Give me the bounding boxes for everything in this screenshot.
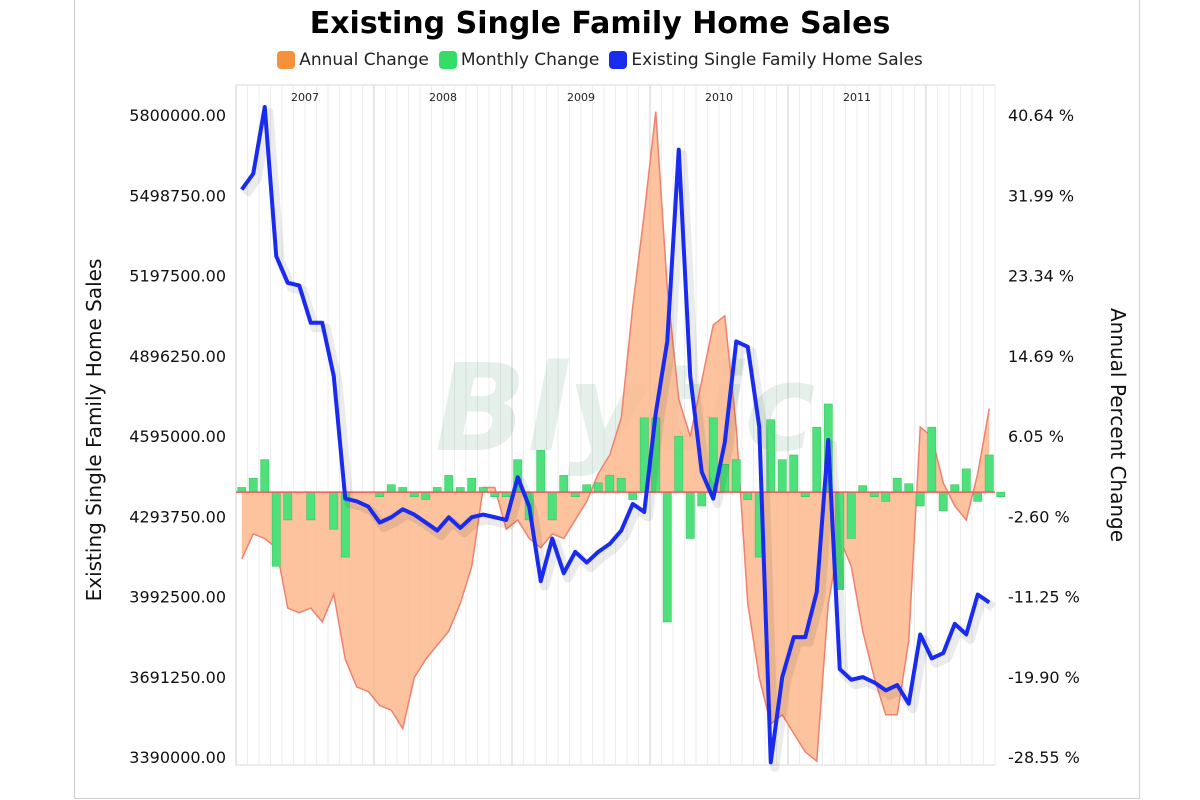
year-label: 2008	[429, 91, 457, 104]
y-axis-right-title: Annual Percent Change	[1106, 308, 1130, 542]
y-right-tick-label: 6.05 %	[1008, 427, 1064, 446]
monthly-change-bar	[881, 491, 891, 502]
monthly-change-bar	[593, 482, 603, 493]
year-label: 2007	[291, 91, 319, 104]
y-right-tick-label: -2.60 %	[1008, 507, 1070, 526]
monthly-change-bar	[329, 491, 339, 530]
y-left-tick-label: 4293750.00	[129, 507, 226, 526]
monthly-change-bar	[697, 491, 707, 507]
year-label: 2011	[843, 91, 871, 104]
monthly-change-bar	[731, 459, 741, 493]
y-left-tick-label: 4896250.00	[129, 347, 226, 366]
y-axis-left-title: Existing Single Family Home Sales	[82, 259, 106, 602]
monthly-change-bar	[421, 491, 431, 500]
monthly-change-bar	[846, 491, 856, 539]
y-left-tick-label: 5800000.00	[129, 106, 226, 125]
monthly-change-bar	[892, 477, 902, 493]
monthly-change-bar	[996, 491, 1006, 497]
legend-swatch-annual-change	[277, 51, 296, 69]
monthly-change-bar	[248, 477, 258, 493]
monthly-change-bar	[467, 477, 477, 493]
y-left-tick-label: 3992500.00	[129, 588, 226, 607]
legend-label-annual-change: Annual Change	[299, 50, 429, 70]
monthly-change-bar	[915, 491, 925, 507]
monthly-change-bar	[605, 475, 615, 493]
monthly-change-bar	[743, 491, 753, 500]
y-left-tick-label: 3390000.00	[129, 748, 226, 767]
year-label: 2009	[567, 91, 595, 104]
chart-title: Existing Single Family Home Sales	[309, 6, 891, 41]
monthly-change-bar	[662, 491, 672, 623]
home-sales-line	[240, 105, 996, 772]
monthly-change-bar	[674, 436, 684, 493]
monthly-change-bar	[559, 475, 569, 493]
y-right-tick-label: -19.90 %	[1008, 668, 1080, 687]
legend-item-annual-change[interactable]: Annual Change	[277, 50, 429, 70]
y-left-tick-label: 4595000.00	[129, 427, 226, 446]
monthly-change-bar	[950, 484, 960, 493]
y-right-tick-label: 40.64 %	[1008, 106, 1074, 125]
chart-legend: Annual Change Monthly Change Existing Si…	[0, 50, 1200, 70]
monthly-change-bar	[536, 450, 546, 493]
monthly-change-bar	[271, 491, 281, 567]
monthly-change-bar	[961, 468, 971, 493]
y-right-tick-label: -11.25 %	[1008, 588, 1080, 607]
monthly-change-bar	[616, 477, 626, 493]
monthly-change-bar	[938, 491, 948, 511]
y-left-tick-label: 5498750.00	[129, 186, 226, 205]
legend-label-home-sales: Existing Single Family Home Sales	[631, 50, 923, 70]
monthly-change-bar	[904, 483, 914, 493]
year-label: 2010	[705, 91, 733, 104]
monthly-change-bar	[973, 491, 983, 502]
y-right-tick-label: 31.99 %	[1008, 186, 1074, 205]
axis-ticks: 5800000.00 40.64 % 5498750.00 31.99 % 519750…	[129, 106, 1080, 767]
y-left-tick-label: 3691250.00	[129, 668, 226, 687]
y-right-tick-label: 23.34 %	[1008, 267, 1074, 286]
legend-item-monthly-change[interactable]: Monthly Change	[438, 50, 600, 70]
monthly-change-bar	[628, 491, 638, 500]
monthly-change-bar	[444, 475, 454, 493]
monthly-change-bar	[306, 491, 316, 521]
monthly-change-bar	[927, 426, 937, 493]
monthly-change-bar	[777, 459, 787, 493]
legend-swatch-monthly-change	[438, 51, 457, 69]
monthly-change-bar	[260, 459, 270, 493]
home-sales-line-path	[240, 105, 991, 765]
monthly-change-bar	[582, 484, 592, 493]
y-right-tick-label: -28.55 %	[1008, 748, 1080, 767]
monthly-change-bar	[984, 454, 994, 493]
monthly-change-bar	[386, 484, 396, 493]
annual-change-area	[241, 111, 990, 763]
monthly-change-bar	[547, 491, 557, 521]
monthly-change-bar	[812, 426, 822, 493]
legend-label-monthly-change: Monthly Change	[460, 50, 600, 70]
monthly-change-bar	[858, 485, 868, 493]
monthly-change-bar	[789, 454, 799, 493]
y-left-tick-label: 5197500.00	[129, 267, 226, 286]
legend-swatch-home-sales	[609, 51, 628, 69]
annual-change-outline	[241, 111, 990, 763]
y-right-tick-label: 14.69 %	[1008, 347, 1074, 366]
legend-item-home-sales[interactable]: Existing Single Family Home Sales	[609, 50, 923, 70]
monthly-change-bar	[685, 491, 695, 539]
monthly-change-bar	[283, 491, 293, 521]
